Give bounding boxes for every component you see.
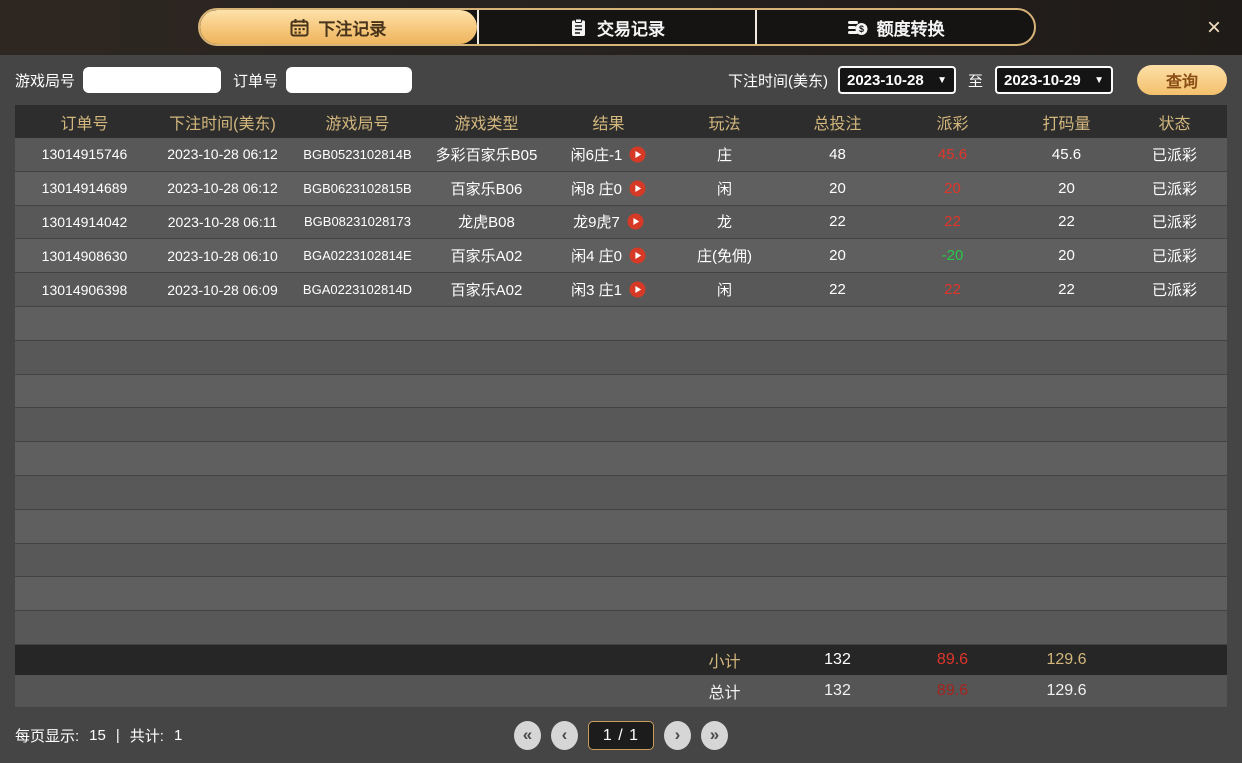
order-no-input[interactable] [286, 67, 413, 93]
bet-records-table: 订单号 下注时间(美东) 游戏局号 游戏类型 结果 玩法 总投注 派彩 打码量 … [15, 105, 1227, 708]
date-range-to-label: 至 [967, 72, 983, 90]
per-page-value: 15 [89, 727, 106, 744]
tab-label: 下注记录 [318, 19, 387, 39]
play-icon[interactable] [629, 281, 646, 298]
result-text: 闲3 庄1 [571, 282, 622, 300]
grand-total-payout: 89.6 [936, 682, 969, 699]
table-row: 13014914689 2023-10-28 06:12 BGB0623102815… [15, 171, 1227, 206]
col-header-payout: 派彩 [936, 115, 969, 133]
stats-divider: | [115, 727, 120, 744]
subtotal-label: 小计 [708, 654, 741, 671]
col-header-rolling: 打码量 [1042, 115, 1091, 133]
subtotal-payout: 89.6 [936, 651, 969, 668]
table-row-empty [15, 374, 1227, 409]
result-text: 龙9虎7 [573, 214, 620, 232]
top-bar: 下注记录 交易记录 $ [0, 0, 1242, 55]
result-text: 闲8 庄0 [571, 180, 622, 198]
game-round-label: 游戏局号 [15, 72, 76, 90]
col-header-game-round: 游戏局号 [325, 115, 390, 133]
clipboard-icon [569, 18, 588, 37]
tab-bar: 下注记录 交易记录 $ [198, 8, 1036, 46]
table-row-empty [15, 611, 1227, 645]
first-page-button[interactable]: « [514, 721, 541, 750]
grand-total-rolling: 129.6 [1046, 682, 1087, 699]
page-indicator: 1 / 1 [588, 721, 654, 750]
col-header-game-type: 游戏类型 [454, 115, 519, 133]
game-round-input[interactable] [83, 67, 222, 93]
col-header-order-no: 订单号 [60, 115, 109, 133]
prev-page-button[interactable]: ‹ [551, 721, 578, 750]
col-header-result: 结果 [592, 115, 625, 133]
table-row-empty [15, 306, 1227, 341]
total-count-label: 共计: [129, 728, 164, 745]
table-row-empty [15, 509, 1227, 544]
table-row-empty [15, 543, 1227, 578]
date-to-value: 2023-10-29 [1004, 71, 1081, 89]
per-page-label: 每页显示: [15, 728, 80, 745]
table-body: 13014915746 2023-10-28 06:12 BGB0523102814… [15, 138, 1227, 645]
bet-time-label: 下注时间(美东) [727, 72, 828, 90]
table-row: 13014906398 2023-10-28 06:09 BGA0223102814… [15, 273, 1227, 307]
subtotal-row: 小计 132 89.6 129.6 [15, 645, 1227, 675]
play-icon[interactable] [627, 213, 644, 230]
order-no-label: 订单号 [233, 72, 279, 90]
pagination-controls: « ‹ 1 / 1 › » [514, 721, 728, 750]
play-icon[interactable] [629, 247, 646, 264]
date-from-select[interactable]: 2023-10-28 ▼ [837, 66, 956, 94]
col-header-bet-time: 下注时间(美东) [169, 115, 276, 133]
play-icon[interactable] [629, 146, 646, 163]
chevron-down-icon: ▼ [1094, 74, 1104, 86]
table-row: 13014908630 2023-10-28 06:10 BGA0223102814… [15, 239, 1227, 274]
play-icon[interactable] [629, 180, 646, 197]
footer-bar: 每页显示: 15 | 共计: 1 « ‹ 1 / 1 › » [0, 708, 1242, 763]
table-row-empty [15, 408, 1227, 443]
col-header-total-bet: 总投注 [813, 115, 862, 133]
table-row-empty [15, 475, 1227, 510]
tab-label: 交易记录 [597, 19, 665, 39]
table-row: 13014914042 2023-10-28 06:11 BGB0823102817… [15, 205, 1227, 240]
result-text: 闲6庄-1 [570, 146, 623, 164]
grand-total-total-bet: 132 [824, 682, 851, 699]
grand-total-label: 总计 [708, 685, 741, 702]
total-count-value: 1 [173, 727, 183, 744]
table-row-empty [15, 577, 1227, 612]
svg-text:$: $ [859, 24, 864, 34]
date-from-value: 2023-10-28 [846, 71, 924, 89]
table-row-empty [15, 442, 1227, 476]
table-row: 13014915746 2023-10-28 06:12 BGB0523102814… [15, 138, 1227, 172]
coins-icon: $ [847, 18, 868, 37]
table-row-empty [15, 340, 1227, 375]
next-page-button[interactable]: › [664, 721, 691, 750]
tab-bet-records[interactable]: 下注记录 [200, 10, 477, 44]
date-to-select[interactable]: 2023-10-29 ▼ [995, 66, 1113, 94]
chevron-down-icon: ▼ [937, 74, 947, 86]
filter-bar: 游戏局号 订单号 下注时间(美东) 2023-10-28 ▼ 至 2023-10… [0, 55, 1242, 105]
subtotal-rolling: 129.6 [1046, 651, 1087, 668]
tab-credit-conversion[interactable]: $ 额度转换 [755, 10, 1034, 44]
table-header: 订单号 下注时间(美东) 游戏局号 游戏类型 结果 玩法 总投注 派彩 打码量 … [15, 105, 1227, 138]
search-button[interactable]: 查询 [1137, 65, 1227, 95]
last-page-button[interactable]: » [701, 721, 728, 750]
tab-label: 额度转换 [876, 19, 945, 39]
calendar-icon [290, 18, 309, 37]
grand-total-row: 总计 132 89.6 129.6 [15, 675, 1227, 708]
tab-transaction-records[interactable]: 交易记录 [476, 10, 756, 44]
subtotal-total-bet: 132 [824, 651, 851, 668]
col-header-play: 玩法 [708, 115, 741, 133]
col-header-status: 状态 [1158, 115, 1191, 133]
result-text: 闲4 庄0 [571, 248, 622, 266]
close-icon[interactable]: × [1206, 14, 1221, 41]
